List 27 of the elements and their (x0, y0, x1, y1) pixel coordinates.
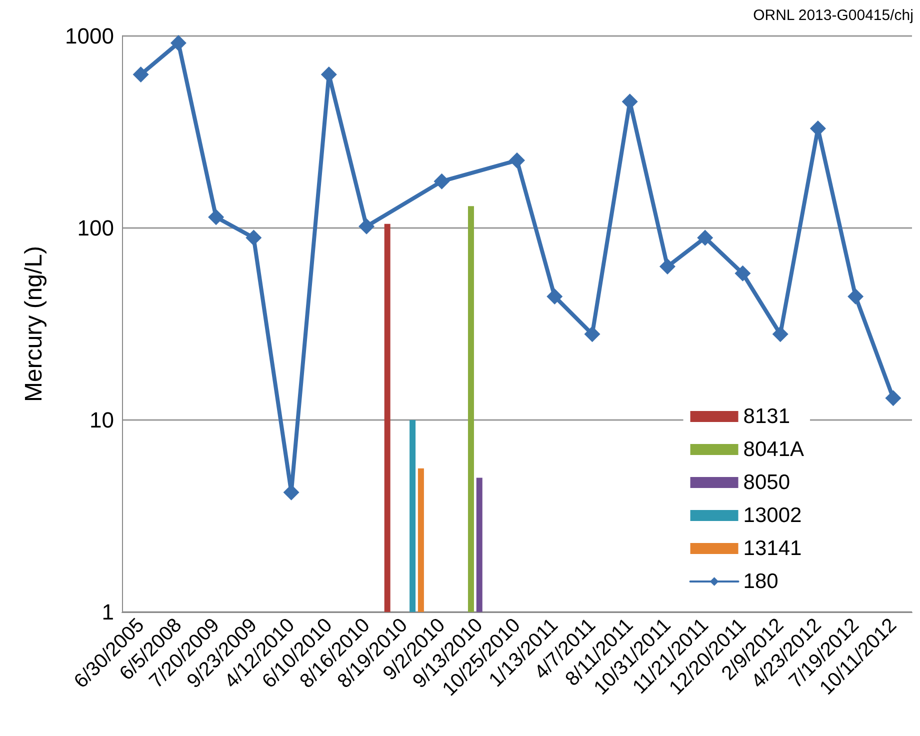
point (246, 230, 262, 246)
point (358, 218, 375, 234)
point (584, 326, 600, 342)
legend-label: 13002 (743, 504, 802, 527)
y-tick-label: 1 (102, 600, 114, 624)
point (772, 326, 788, 342)
point (697, 230, 714, 246)
legend-label: 180 (743, 570, 778, 593)
y-tick-label: 1000 (65, 24, 114, 48)
point (434, 173, 450, 190)
legend-label: 8041A (743, 438, 804, 461)
y-axis-title: Mercury (ng/L) (20, 246, 48, 402)
point (848, 288, 864, 304)
legend-label: 8131 (743, 405, 790, 428)
point (132, 66, 149, 83)
y-tick-label: 100 (77, 216, 114, 240)
point (885, 390, 902, 406)
point (734, 265, 751, 282)
point (170, 34, 186, 51)
text: ORNL 2013-G00415/chj (753, 7, 914, 24)
point (546, 288, 563, 304)
y-tick-label: 10 (90, 408, 114, 432)
legend-label: 8050 (743, 471, 790, 494)
point (509, 152, 525, 168)
point (208, 209, 224, 226)
point (659, 258, 676, 275)
legend-label: 13141 (743, 537, 802, 560)
